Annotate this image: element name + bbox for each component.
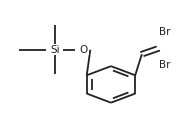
Text: Br: Br <box>159 60 171 70</box>
Text: Si: Si <box>50 45 60 55</box>
Text: O: O <box>80 45 88 55</box>
Text: Br: Br <box>159 27 171 37</box>
